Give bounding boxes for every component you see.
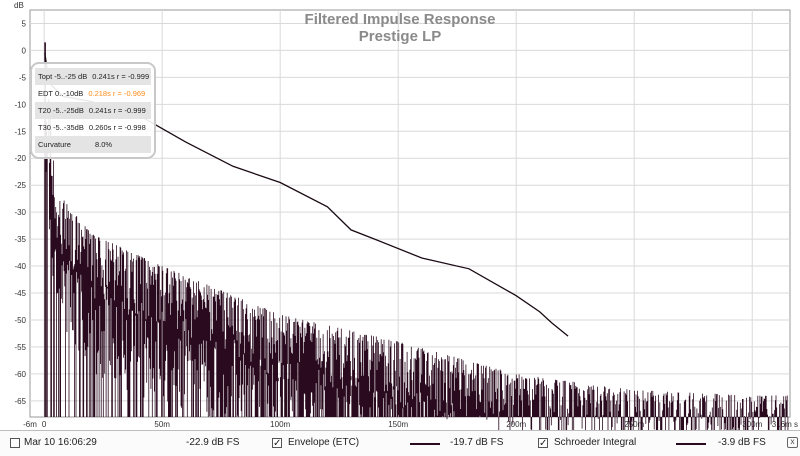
schroeder-label: Schroeder Integral: [554, 437, 637, 448]
y-axis-label: dB: [14, 1, 24, 10]
stat-label: Topt -5..-25 dB: [38, 72, 88, 81]
y-tick-label: 5: [22, 19, 27, 28]
x-tick-label: -6m: [23, 420, 37, 429]
x-tick-label: 0: [42, 420, 47, 429]
stat-row-t30: T30 -5..-35dB 0.260s r = -0.998: [35, 119, 151, 136]
envelope-level: -19.7 dB FS: [450, 437, 504, 448]
schroeder-level: -3.9 dB FS: [718, 437, 766, 448]
envelope-label: Envelope (ETC): [288, 437, 360, 448]
y-tick-label: -45: [14, 289, 26, 298]
timestamp-checkbox[interactable]: [10, 438, 20, 448]
y-tick-label: -10: [14, 100, 26, 109]
y-tick-label: -35: [14, 235, 26, 244]
chart-title: Filtered Impulse Response: [305, 11, 496, 28]
stat-row-curvature: Curvature 8.0%: [35, 136, 151, 153]
y-tick-label: -65: [14, 397, 26, 406]
y-tick-label: -20: [14, 154, 26, 163]
stat-label: T30 -5..-35dB: [38, 123, 84, 132]
chart-subtitle: Prestige LP: [359, 28, 442, 45]
x-tick-label: 200m: [506, 420, 526, 429]
stat-label: Curvature: [38, 140, 71, 149]
chart-plot-area: 5 0 -5 -10 -15 -20 -25 -30 -35 -40 -45 -50 -55 -60 -65…: [14, 1, 798, 430]
envelope-checkbox[interactable]: ✓: [272, 438, 282, 449]
schroeder-checkbox[interactable]: ✓: [538, 438, 548, 449]
stat-row-topt: Topt -5..-25 dB 0.241s r = -0.999: [35, 68, 151, 85]
y-tick-label: -50: [14, 316, 26, 325]
stat-row-edt: EDT 0..-10dB 0.218s r = -0.969: [35, 85, 151, 102]
x-tick-label: 250m: [624, 420, 644, 429]
y-tick-label: -25: [14, 181, 26, 190]
y-tick-label: 0: [22, 46, 27, 55]
y-tick-label: -55: [14, 343, 26, 352]
legend-bar: Mar 10 16:06:29 -22.9 dB FS ✓ Envelope (…: [0, 430, 800, 456]
stat-value: 0.260s r = -0.998: [88, 123, 146, 132]
y-tick-label: -5: [19, 73, 27, 82]
stat-value: 0.241s r = -0.999: [88, 106, 146, 115]
y-tick-label: -60: [14, 370, 26, 379]
y-tick-label: -40: [14, 262, 26, 271]
close-icon[interactable]: x: [787, 437, 798, 448]
x-tick-label: 50m: [154, 420, 170, 429]
stat-label: EDT 0..-10dB: [38, 89, 84, 98]
y-tick-label: -15: [14, 127, 26, 136]
y-tick-label: -30: [14, 208, 26, 217]
envelope-swatch: [410, 443, 440, 445]
measurement-timestamp: Mar 10 16:06:29: [24, 437, 97, 448]
x-tick-label: 100m: [270, 420, 290, 429]
stat-label: T20 -5..-25dB: [38, 106, 84, 115]
stat-value: 0.218s r = -0.969: [88, 89, 146, 98]
stat-row-t20: T20 -5..-25dB 0.241s r = -0.999: [35, 102, 151, 119]
schroeder-swatch: [676, 443, 706, 445]
main-level-readout: -22.9 dB FS: [186, 437, 240, 448]
decay-stats-panel: Topt -5..-25 dB 0.241s r = -0.999 EDT 0..…: [30, 62, 156, 159]
x-tick-label: 150m: [388, 420, 408, 429]
stat-value: 0.241s r = -0.999: [92, 72, 150, 81]
stat-value: 8.0%: [94, 140, 113, 149]
